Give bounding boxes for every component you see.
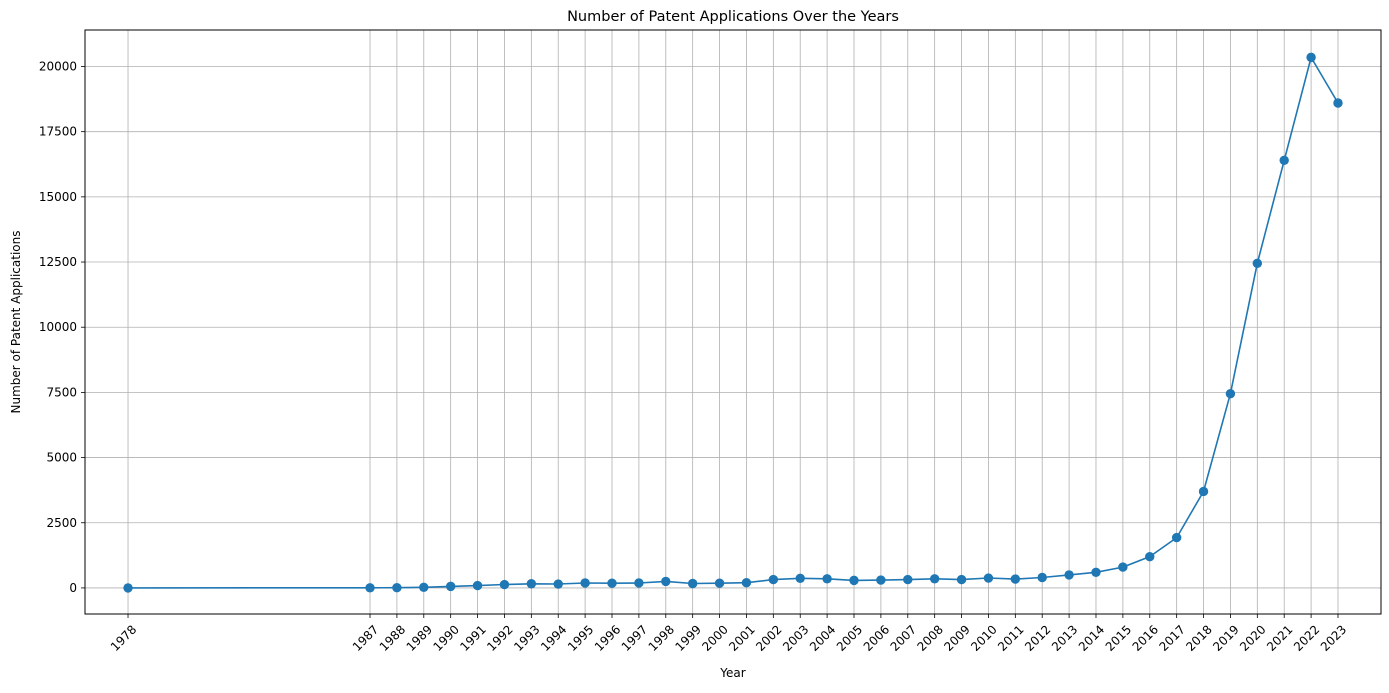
y-tick-label: 12500 <box>39 255 77 269</box>
data-point <box>527 579 536 588</box>
data-point <box>365 583 374 592</box>
y-tick-label: 20000 <box>39 60 77 74</box>
data-point <box>1280 156 1289 165</box>
y-tick-label: 0 <box>69 581 77 595</box>
data-point <box>1199 487 1208 496</box>
data-point <box>1226 389 1235 398</box>
data-point <box>1333 98 1342 107</box>
x-axis-label: Year <box>719 666 745 680</box>
data-point <box>123 583 132 592</box>
data-point <box>634 578 643 587</box>
data-point <box>473 581 482 590</box>
y-tick-label: 15000 <box>39 190 77 204</box>
data-point <box>500 580 509 589</box>
data-point <box>446 582 455 591</box>
data-point <box>1091 568 1100 577</box>
data-point <box>1064 570 1073 579</box>
data-point <box>1145 552 1154 561</box>
data-point <box>1253 259 1262 268</box>
y-tick-label: 7500 <box>46 385 77 399</box>
data-point <box>984 573 993 582</box>
data-point <box>1306 53 1315 62</box>
y-tick-label: 17500 <box>39 125 77 139</box>
data-point <box>715 579 724 588</box>
y-tick-label: 5000 <box>46 451 77 465</box>
chart-title: Number of Patent Applications Over the Y… <box>567 9 899 25</box>
data-point <box>930 574 939 583</box>
data-point <box>1038 573 1047 582</box>
data-point <box>419 583 428 592</box>
data-point <box>607 579 616 588</box>
data-point <box>796 574 805 583</box>
data-point <box>392 583 401 592</box>
y-axis-label: Number of Patent Applications <box>9 231 23 414</box>
data-point <box>769 575 778 584</box>
data-point <box>688 579 697 588</box>
data-point <box>580 578 589 587</box>
y-tick-label: 2500 <box>46 516 77 530</box>
data-point <box>742 578 751 587</box>
y-tick-label: 10000 <box>39 320 77 334</box>
data-point <box>957 575 966 584</box>
data-point <box>1118 562 1127 571</box>
data-point <box>903 575 912 584</box>
data-point <box>1011 574 1020 583</box>
data-point <box>554 579 563 588</box>
data-point <box>1172 533 1181 542</box>
data-point <box>661 577 670 586</box>
data-point <box>849 576 858 585</box>
data-point <box>876 575 885 584</box>
data-point <box>822 574 831 583</box>
